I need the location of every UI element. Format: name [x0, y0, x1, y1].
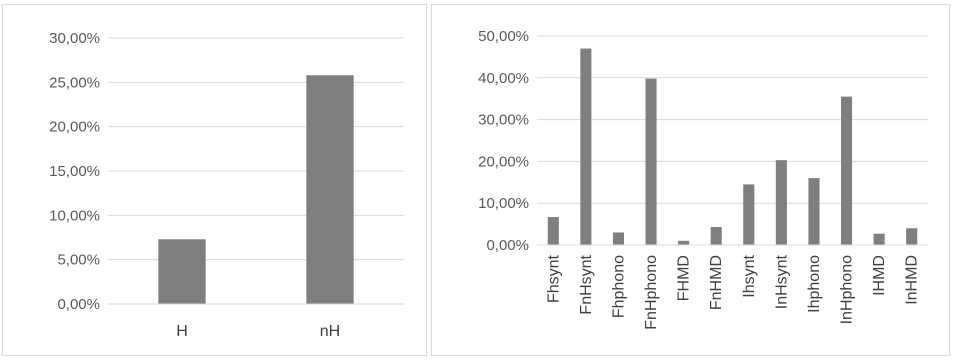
y-tick-label: 20,00% [478, 153, 529, 170]
bar-fhphono [612, 232, 624, 245]
y-tick-label: 5,00% [57, 252, 100, 269]
bar-fhmd [678, 240, 690, 245]
bar-fnhsynt [580, 48, 592, 245]
y-tick-label: 10,00% [49, 207, 100, 224]
x-tick-label: IHMD [871, 255, 888, 296]
bar-inhmd [906, 228, 918, 245]
x-tick-label: Ihsynt [741, 254, 758, 297]
x-tick-label: InHsynt [773, 254, 790, 309]
y-tick-label: 15,00% [49, 163, 100, 180]
x-tick-label: nH [320, 323, 340, 340]
y-tick-label: 25,00% [49, 74, 100, 91]
y-tick-label: 0,00% [57, 296, 100, 313]
bar-fhsynt [547, 216, 559, 245]
x-tick-label: FnHphono [643, 255, 660, 330]
x-tick-label: FnHMD [708, 255, 725, 310]
bar-inhphono [841, 96, 853, 245]
x-tick-label: Ihphono [806, 255, 823, 313]
y-tick-label: 20,00% [49, 119, 100, 136]
x-tick-label: H [176, 323, 188, 340]
x-tick-label: FnHsynt [578, 254, 595, 314]
bar-ihphono [808, 178, 820, 245]
chart-panel-left: 0,00% 5,00% 10,00% 15,00% 20,00% 25,00% 30,00%… [2, 4, 427, 356]
y-tick-label: 30,00% [478, 112, 529, 129]
bar-ihmd [873, 233, 885, 245]
y-tick-label: 10,00% [478, 195, 529, 212]
x-tick-label: FHMD [676, 255, 693, 301]
x-tick-label: InHMD [904, 255, 921, 305]
y-tick-label: 40,00% [478, 70, 529, 87]
y-tick-label: 0,00% [486, 237, 529, 254]
bar-h [158, 239, 206, 304]
bar-ihsynt [743, 184, 755, 245]
bar-fnhmd [710, 227, 722, 245]
x-tick-label: Fhphono [610, 255, 627, 318]
bar-nh [306, 75, 354, 305]
bar-chart-categories: 0,00% 10,00% 20,00% 30,00% 40,00% 50,00% Fhsyn… [478, 28, 928, 330]
y-tick-label: 50,00% [478, 28, 529, 45]
bar-chart-h-nh: 0,00% 5,00% 10,00% 15,00% 20,00% 25,00% 30,00%… [49, 30, 404, 340]
bar-inhsynt [775, 160, 787, 245]
bar-fnhphono [645, 78, 657, 245]
x-tick-label: Fhsynt [545, 254, 562, 303]
chart-panel-right: 0,00% 10,00% 20,00% 30,00% 40,00% 50,00% Fhsyn… [431, 4, 950, 356]
y-tick-label: 30,00% [49, 30, 100, 47]
x-tick-label: InHphono [839, 255, 856, 324]
